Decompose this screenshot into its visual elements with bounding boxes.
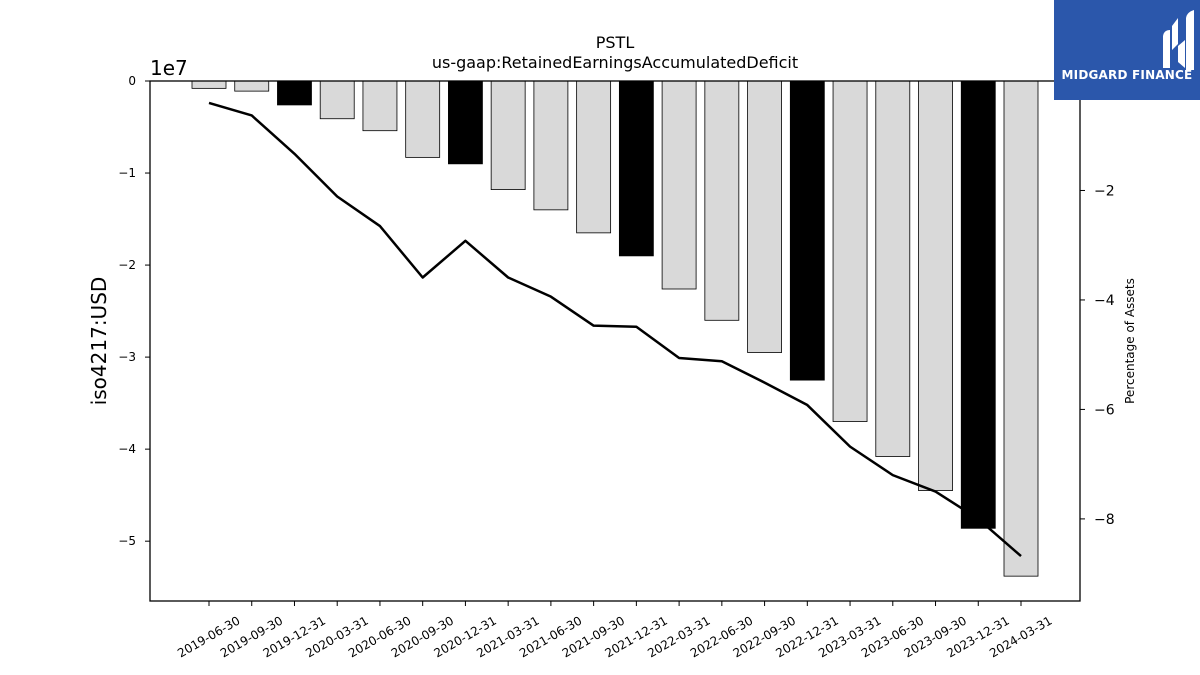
y-tick-label: −2: [118, 258, 136, 272]
midgard-logo: MIDGARD FINANCE: [1054, 0, 1200, 100]
bar: [661, 80, 697, 290]
bar: [448, 80, 483, 165]
bar: [234, 80, 270, 92]
bar: [618, 80, 654, 257]
chart-subtitle: us-gaap:RetainedEarningsAccumulatedDefic…: [432, 53, 798, 72]
bar: [918, 80, 953, 491]
bar: [277, 80, 312, 106]
y2-tick-label: −2: [1094, 183, 1115, 199]
bar: [747, 80, 782, 353]
bar: [533, 80, 569, 211]
y-axis-label: iso4217:USD: [87, 277, 111, 406]
bar: [1003, 80, 1039, 577]
bar: [319, 80, 355, 120]
midgard-logo-icon: [1163, 10, 1194, 70]
plot-area: 0−1−2−3−4−5−2−4−6−82019-06-302019-09-302…: [118, 74, 1114, 660]
y-tick-label: −3: [118, 350, 136, 364]
y-tick-label: −1: [118, 166, 136, 180]
y2-tick-label: −4: [1094, 293, 1115, 309]
bar: [789, 80, 825, 381]
y-axis-offset-text: 1e7: [150, 56, 188, 80]
y-tick-label: −4: [118, 442, 136, 456]
y-tick-label: −5: [118, 534, 136, 548]
bar: [875, 80, 911, 457]
bar: [490, 80, 526, 191]
bar: [960, 80, 996, 529]
bar: [191, 80, 227, 89]
bar: [832, 80, 868, 422]
logo-text: MIDGARD FINANCE: [1061, 68, 1193, 82]
bar: [576, 80, 612, 234]
y2-tick-label: −8: [1094, 512, 1115, 528]
series-line: [208, 101, 1022, 558]
plot-frame: [149, 80, 1081, 602]
bar: [405, 80, 441, 158]
y2-tick-label: −6: [1094, 402, 1115, 418]
bar: [362, 80, 398, 132]
y2-axis-label: Percentage of Assets: [1123, 278, 1137, 404]
y-tick-label: 0: [128, 74, 136, 88]
chart-title: PSTL: [596, 33, 635, 52]
bar: [704, 80, 740, 321]
